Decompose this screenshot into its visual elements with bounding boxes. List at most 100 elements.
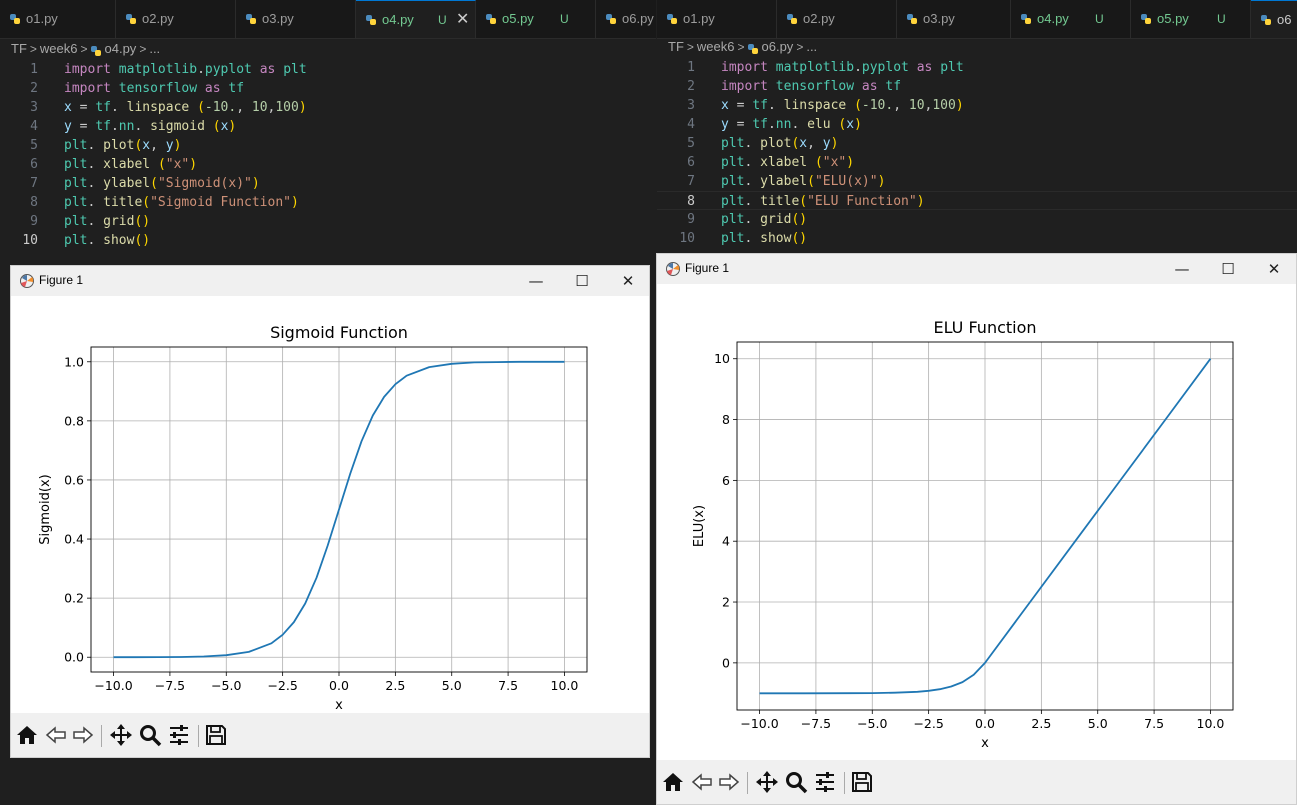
breadcrumb-item[interactable]: week6 <box>39 41 78 57</box>
breadcrumb: TF > week6 > o4.py >... <box>11 40 160 58</box>
code-text: x = tf. linspace (-10., 10,100) <box>64 100 307 115</box>
pan-icon[interactable] <box>755 770 779 794</box>
tab-label: o2.py <box>803 11 835 26</box>
forward-icon[interactable] <box>71 723 95 747</box>
x-tick-label: 2.5 <box>385 678 405 693</box>
tab-o4[interactable]: o4.py U <box>1011 0 1131 38</box>
untracked-badge: U <box>1095 12 1104 26</box>
line-number: 6 <box>30 157 38 172</box>
y-tick-label: 0 <box>722 655 730 670</box>
figure-canvas[interactable]: Sigmoid Function −10.0 −7.5 −5.0 −2.5 0.0 2.5 5… <box>11 296 649 715</box>
code-line: 10 plt. show() <box>0 231 656 250</box>
breadcrumb-item[interactable]: o6.py <box>761 39 794 55</box>
pan-icon[interactable] <box>109 723 133 747</box>
line-number: 7 <box>687 174 695 189</box>
minimize-button[interactable]: — <box>1174 260 1190 278</box>
y-tick-label: 0.6 <box>64 472 84 487</box>
tab-o3[interactable]: o3.py <box>236 0 356 38</box>
x-tick-label: 5.0 <box>1088 716 1108 731</box>
code-text: plt. xlabel ("x") <box>64 157 198 172</box>
tab-o4[interactable]: o4.py U ✕ <box>356 0 476 38</box>
breadcrumb-item[interactable]: ... <box>806 39 818 55</box>
code-text: import matplotlib.pyplot as plt <box>64 62 307 77</box>
line-number: 8 <box>687 194 695 209</box>
tab-label: o3.py <box>262 11 294 26</box>
tab-o1[interactable]: o1.py <box>0 0 116 38</box>
y-tick-label: 0.8 <box>64 413 84 428</box>
back-icon[interactable] <box>44 723 68 747</box>
tab-o1[interactable]: o1.py <box>657 0 777 38</box>
line-number: 10 <box>22 233 38 248</box>
chevron-right-icon: > <box>139 41 147 56</box>
elu-chart: ELU Function −10.0 −7.5 −5.0 −2.5 0.0 2.5 5.0 7.… <box>692 318 1234 751</box>
tab-o3[interactable]: o3.py <box>897 0 1011 38</box>
python-file-icon <box>486 14 496 24</box>
code-line: 3 x = tf. linspace (-10., 10,100) <box>0 98 656 117</box>
matplotlib-logo-icon <box>19 273 35 289</box>
navigation-toolbar <box>11 713 649 757</box>
x-tick-label: −7.5 <box>155 678 185 693</box>
code-text: plt. ylabel("Sigmoid(x)") <box>64 176 260 191</box>
back-icon[interactable] <box>690 770 714 794</box>
breadcrumb-item[interactable]: TF <box>11 41 27 57</box>
chevron-right-icon: > <box>29 41 37 56</box>
y-tick-label: 1.0 <box>64 354 84 369</box>
code-editor[interactable]: 1 import matplotlib.pyplot as plt 2 import… <box>0 60 656 250</box>
close-button[interactable]: ✕ <box>621 272 635 290</box>
save-icon[interactable] <box>850 770 874 794</box>
figure-canvas[interactable]: ELU Function −10.0 −7.5 −5.0 −2.5 0.0 2.5 5.0 7.… <box>657 284 1296 762</box>
code-line: 2 import tensorflow as tf <box>657 77 1297 96</box>
code-text: plt. plot(x, y) <box>721 136 839 151</box>
zoom-icon[interactable] <box>138 723 162 747</box>
tab-o2[interactable]: o2.py <box>116 0 236 38</box>
tab-o5[interactable]: o5.py U <box>476 0 596 38</box>
close-button[interactable]: ✕ <box>1267 260 1281 278</box>
maximize-button[interactable]: ☐ <box>1221 260 1235 278</box>
tab-o2[interactable]: o2.py <box>777 0 897 38</box>
forward-icon[interactable] <box>717 770 741 794</box>
code-line: 6 plt. xlabel ("x") <box>0 155 656 174</box>
code-line: 2 import tensorflow as tf <box>0 79 656 98</box>
configure-icon[interactable] <box>167 723 191 747</box>
code-text: x = tf. linspace (-10., 10,100) <box>721 98 964 113</box>
home-icon[interactable] <box>15 723 39 747</box>
python-file-icon <box>1261 15 1271 25</box>
tab-label: o6.py <box>622 11 654 26</box>
code-text: plt. show() <box>64 233 151 248</box>
x-tick-label: 7.5 <box>1144 716 1164 731</box>
save-icon[interactable] <box>204 723 228 747</box>
matplotlib-logo-icon <box>665 261 681 277</box>
breadcrumb-item[interactable]: o4.py <box>104 41 137 57</box>
window-titlebar[interactable]: Figure 1 — ☐ ✕ <box>11 266 649 296</box>
tab-o5[interactable]: o5.py U <box>1131 0 1251 38</box>
zoom-icon[interactable] <box>784 770 808 794</box>
tab-o6[interactable]: o6 <box>1251 0 1297 38</box>
tab-o6[interactable]: o6.py <box>596 0 656 38</box>
x-axis-label: x <box>335 698 343 713</box>
window-titlebar[interactable]: Figure 1 — ☐ ✕ <box>657 254 1296 284</box>
line-number: 4 <box>687 117 695 132</box>
code-editor[interactable]: 1 import matplotlib.pyplot as plt 2 import… <box>657 58 1297 248</box>
window-title: Figure 1 <box>39 273 84 287</box>
navigation-toolbar <box>657 760 1296 804</box>
breadcrumb-item[interactable]: week6 <box>696 39 735 55</box>
y-tick-label: 10 <box>714 351 730 366</box>
y-tick-label: 2 <box>722 595 730 610</box>
close-tab-icon[interactable]: ✕ <box>456 11 470 28</box>
home-icon[interactable] <box>661 770 685 794</box>
x-tick-label: 0.0 <box>975 716 995 731</box>
breadcrumb-item[interactable]: TF <box>668 39 684 55</box>
code-line: 8 plt. title("ELU Function") <box>657 191 1297 210</box>
breadcrumb-item[interactable]: ... <box>149 41 161 57</box>
figure-window-sigmoid: Figure 1 — ☐ ✕ Sigmoid Function −10.0 −7.5… <box>10 265 650 758</box>
series-line <box>113 360 565 659</box>
maximize-button[interactable]: ☐ <box>575 272 589 290</box>
configure-icon[interactable] <box>813 770 837 794</box>
code-line: 10 plt. show() <box>657 229 1297 248</box>
x-tick-label: −2.5 <box>267 678 297 693</box>
chart-title: Sigmoid Function <box>270 323 408 342</box>
python-file-icon <box>1021 14 1031 24</box>
minimize-button[interactable]: — <box>528 272 544 290</box>
toolbar-separator <box>844 772 845 794</box>
x-tick-label: 0.0 <box>329 678 349 693</box>
